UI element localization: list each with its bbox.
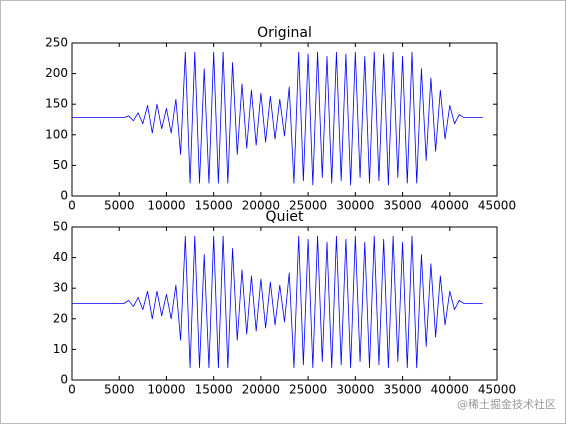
- y-tick-label: 250: [45, 36, 68, 50]
- x-tick-label: 15000: [195, 383, 233, 397]
- plot-frame: [71, 42, 498, 197]
- x-tick-label: 35000: [383, 383, 421, 397]
- x-tick-label: 30000: [336, 383, 374, 397]
- x-tick-label: 0: [68, 383, 76, 397]
- y-tick-label: 0: [60, 189, 68, 203]
- x-tick-label: 40000: [431, 383, 469, 397]
- x-tick-label: 45000: [478, 199, 516, 213]
- x-tick-label: 5000: [104, 199, 135, 213]
- y-tick-label: 150: [45, 97, 68, 111]
- plot-frame: [71, 226, 498, 381]
- x-tick-label: 25000: [289, 383, 327, 397]
- x-tick-label: 10000: [147, 383, 185, 397]
- x-tick-label: 10000: [147, 199, 185, 213]
- x-tick-label: 30000: [336, 199, 374, 213]
- x-tick-label: 5000: [104, 383, 135, 397]
- y-tick-label: 40: [53, 250, 68, 264]
- x-tick-label: 15000: [195, 199, 233, 213]
- y-tick-label: 50: [53, 158, 68, 172]
- y-tick-label: 10: [53, 342, 68, 356]
- chart-title: Quiet: [266, 209, 304, 225]
- x-tick-label: 45000: [478, 383, 516, 397]
- y-tick-label: 0: [60, 373, 68, 387]
- x-tick-label: 0: [68, 199, 76, 213]
- waveform-line: [72, 235, 483, 369]
- x-tick-label: 25000: [289, 199, 327, 213]
- x-tick-label: 40000: [431, 199, 469, 213]
- y-tick-label: 200: [45, 66, 68, 80]
- waveform-line: [72, 51, 483, 186]
- chart-title: Original: [257, 25, 312, 41]
- x-tick-label: 20000: [242, 383, 280, 397]
- y-tick-label: 100: [45, 127, 68, 141]
- x-tick-label: 35000: [383, 199, 421, 213]
- x-tick-label: 20000: [242, 199, 280, 213]
- y-tick-label: 30: [53, 281, 68, 295]
- y-tick-label: 50: [53, 220, 68, 234]
- y-tick-label: 20: [53, 311, 68, 325]
- watermark: @稀土掘金技术社区: [457, 397, 556, 411]
